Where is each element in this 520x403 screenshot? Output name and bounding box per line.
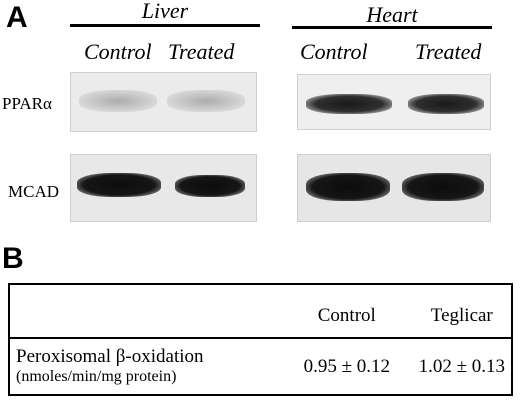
table-row: Peroxisomal β-oxidation (nmoles/min/mg p… <box>9 339 512 395</box>
mcad-row-label: MCAD <box>8 182 60 201</box>
heart-group-rule <box>292 26 492 29</box>
liver-mcad-blot <box>70 154 257 222</box>
liver-mcad-control-band <box>77 173 161 197</box>
panel-a-letter: A <box>6 1 28 34</box>
heart-control-header: Control <box>300 39 368 64</box>
beta-oxidation-table: Control Teglicar Peroxisomal β-oxidation… <box>8 283 513 396</box>
heart-mcad-blot <box>297 154 491 222</box>
table-cell-control: 0.95 ± 0.12 <box>303 355 390 377</box>
liver-mcad-treated-band <box>175 175 245 197</box>
heart-ppara-control-band <box>306 94 392 114</box>
heart-ppara-blot <box>297 74 491 130</box>
liver-group-title: Liver <box>141 0 189 23</box>
table-header-row: Control Teglicar <box>9 284 512 338</box>
liver-ppara-treated-band <box>167 90 245 112</box>
table-row-label: Peroxisomal β-oxidation <box>16 346 204 368</box>
liver-group-rule <box>70 24 260 27</box>
liver-treated-header: Treated <box>168 39 235 64</box>
table-cell-teglicar: 1.02 ± 0.13 <box>418 355 505 377</box>
table-header-control: Control <box>317 305 376 326</box>
liver-ppara-control-band <box>79 90 157 112</box>
liver-ppara-blot <box>70 72 257 132</box>
heart-mcad-control-band <box>306 173 390 201</box>
heart-treated-header: Treated <box>415 39 482 64</box>
table-row-sublabel: (nmoles/min/mg protein) <box>16 368 177 386</box>
table-header-empty <box>9 284 281 338</box>
panel-b-letter: B <box>2 242 24 275</box>
liver-control-header: Control <box>84 39 152 64</box>
table-header-teglicar: Teglicar <box>430 305 493 326</box>
heart-group-title: Heart <box>366 2 418 27</box>
ppara-row-label: PPARα <box>2 94 52 113</box>
table-row-label-cell: Peroxisomal β-oxidation (nmoles/min/mg p… <box>9 339 281 395</box>
heart-ppara-treated-band <box>408 94 484 114</box>
heart-mcad-treated-band <box>402 173 484 201</box>
